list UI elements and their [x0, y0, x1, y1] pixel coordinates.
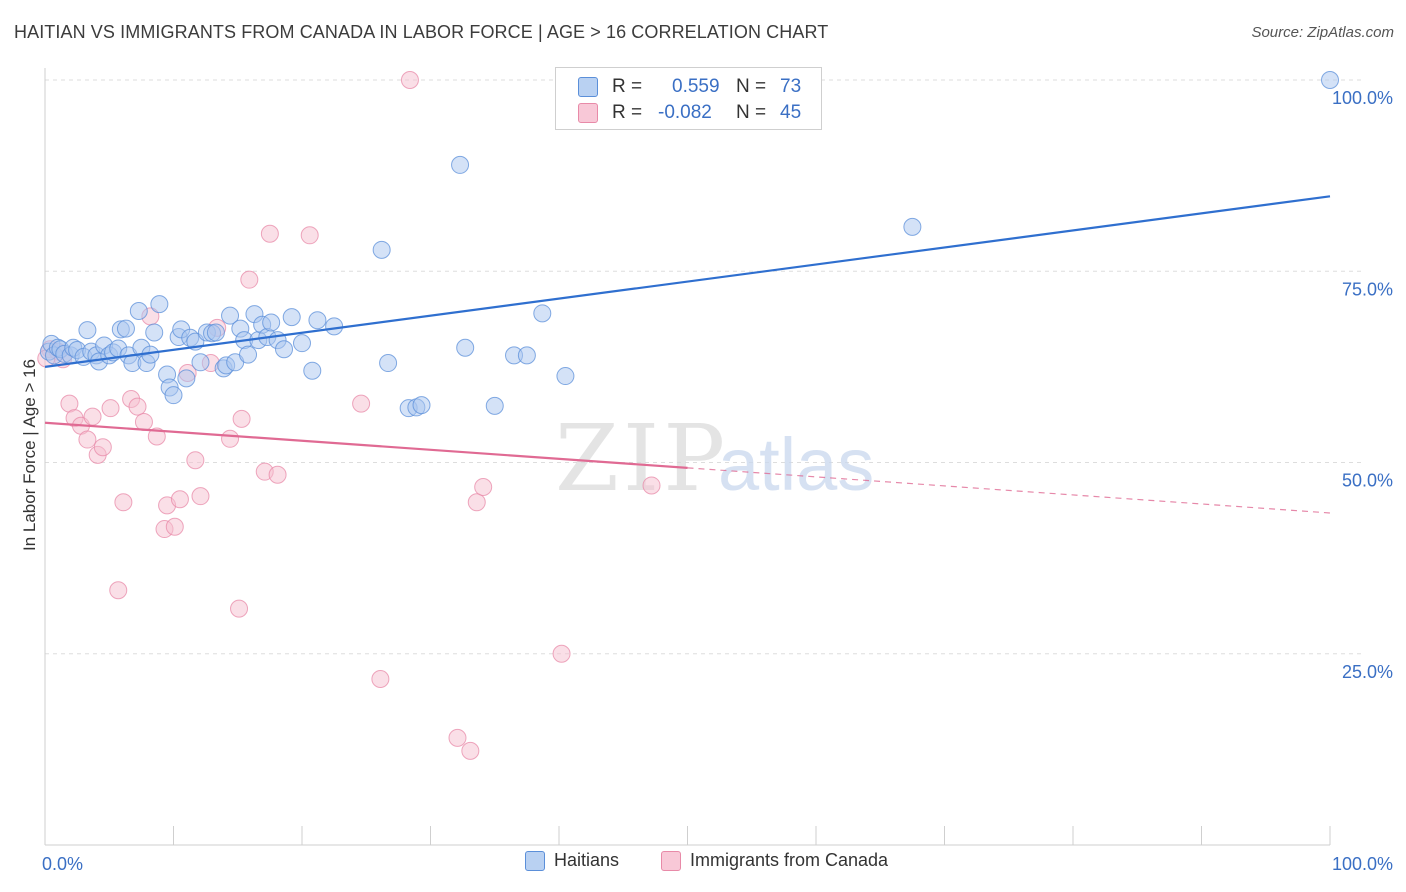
haitian-point: [116, 319, 135, 338]
legend-swatch-canada: [661, 850, 681, 871]
stats-swatch-canada: [578, 103, 598, 123]
n-value-canada: 45: [780, 102, 802, 123]
haitian-point: [308, 311, 327, 330]
y-tick-label: 25.0%: [1342, 662, 1393, 682]
haitian-point: [206, 323, 225, 342]
haitian-point: [456, 338, 475, 357]
haitian-point: [325, 317, 344, 336]
haitian-point: [293, 334, 311, 353]
canada-point: [170, 490, 189, 509]
legend-item-haitians[interactable]: Haitians: [525, 850, 619, 871]
canada-point: [400, 71, 419, 89]
y-tick-label: 75.0%: [1342, 279, 1393, 299]
haitian-point: [517, 346, 536, 365]
n-value-haitians: 73: [780, 76, 802, 97]
canada-point: [371, 669, 390, 688]
r-value-canada: -0.082: [658, 102, 712, 123]
haitian-points: [39, 71, 1339, 418]
canada-trend-extension: [687, 467, 1331, 514]
canada-point: [221, 429, 240, 448]
canada-point: [134, 412, 153, 431]
haitian-point: [191, 353, 210, 372]
watermark-atlas: atlas: [718, 423, 874, 506]
haitian-point: [177, 369, 196, 388]
haitian-point: [262, 313, 281, 332]
haitian-point: [78, 321, 97, 340]
stats-row-canada: R = -0.082 N = 45: [578, 100, 801, 126]
trend-lines: [44, 195, 1331, 514]
haitian-point: [145, 323, 164, 342]
haitian-point: [556, 367, 575, 386]
n-label: N =: [736, 76, 767, 97]
canada-point: [240, 270, 259, 289]
y-tick-label: 100.0%: [1332, 88, 1393, 108]
haitian-point: [412, 396, 431, 415]
haitian-point: [533, 304, 552, 323]
haitian-point: [485, 396, 504, 415]
canada-point: [448, 728, 467, 747]
r-value-haitians: 0.559: [672, 76, 720, 97]
haitian-point: [164, 386, 183, 405]
haitian-point: [379, 354, 398, 373]
canada-point: [186, 451, 205, 470]
watermark-zip: ZIP: [555, 405, 729, 512]
haitian-point: [275, 340, 294, 359]
canada-trend-line: [44, 421, 688, 469]
canada-point: [128, 397, 147, 416]
r-label: R =: [612, 102, 643, 123]
stats-box: R = 0.559 N = 73 R = -0.082 N = 45: [555, 67, 822, 130]
x-tick-label: 100.0%: [1332, 854, 1393, 874]
canada-point: [552, 644, 571, 663]
canada-point: [147, 427, 166, 446]
canada-point: [300, 226, 319, 245]
tick-labels: 25.0% 50.0% 75.0% 100.0% 0.0% 100.0%: [42, 88, 1393, 874]
watermark: ZIP atlas: [555, 405, 874, 512]
x-tick-label: 0.0%: [42, 854, 83, 874]
canada-point: [232, 409, 251, 428]
canada-point: [78, 430, 97, 449]
haitian-point: [282, 308, 301, 327]
axes: [44, 68, 1331, 846]
stats-row-haitians: R = 0.559 N = 73: [578, 74, 801, 100]
haitian-point: [221, 306, 240, 325]
haitian-point: [239, 345, 258, 364]
legend-item-canada[interactable]: Immigrants from Canada: [661, 850, 888, 871]
legend-label-haitians: Haitians: [554, 850, 620, 870]
haitian-point: [303, 361, 322, 380]
canada-point: [474, 477, 493, 496]
haitian-point: [451, 155, 470, 174]
haitian-point: [1321, 71, 1339, 89]
canada-point: [109, 581, 128, 600]
legend: Haitians Immigrants from Canada: [0, 850, 1406, 878]
canada-point: [83, 407, 102, 426]
legend-swatch-haitians: [525, 850, 545, 871]
r-label: R =: [612, 76, 643, 97]
haitian-point: [129, 302, 148, 321]
canada-point: [114, 493, 133, 512]
canada-point: [260, 224, 279, 243]
canada-point: [642, 476, 661, 495]
legend-label-canada: Immigrants from Canada: [690, 850, 889, 870]
canada-point: [352, 394, 371, 413]
canada-point: [268, 465, 287, 484]
chart-title: HAITIAN VS IMMIGRANTS FROM CANADA IN LAB…: [14, 22, 829, 42]
chart-source: Source: ZipAtlas.com: [1251, 24, 1394, 41]
canada-point: [191, 487, 210, 506]
canada-point: [230, 599, 249, 618]
canada-point: [467, 493, 486, 512]
canada-point: [101, 399, 120, 418]
haitian-point: [903, 217, 922, 236]
canada-point: [93, 438, 112, 457]
grid: [45, 79, 1365, 655]
stats-swatch-haitians: [578, 77, 598, 97]
haitian-point: [372, 240, 391, 259]
n-label: N =: [736, 102, 767, 123]
haitian-trend-line: [44, 195, 1331, 368]
y-tick-label: 50.0%: [1342, 471, 1393, 491]
canada-point: [165, 517, 184, 536]
canada-point: [461, 741, 480, 760]
haitian-point: [150, 295, 169, 314]
y-axis-label: In Labor Force | Age > 16: [20, 359, 39, 551]
